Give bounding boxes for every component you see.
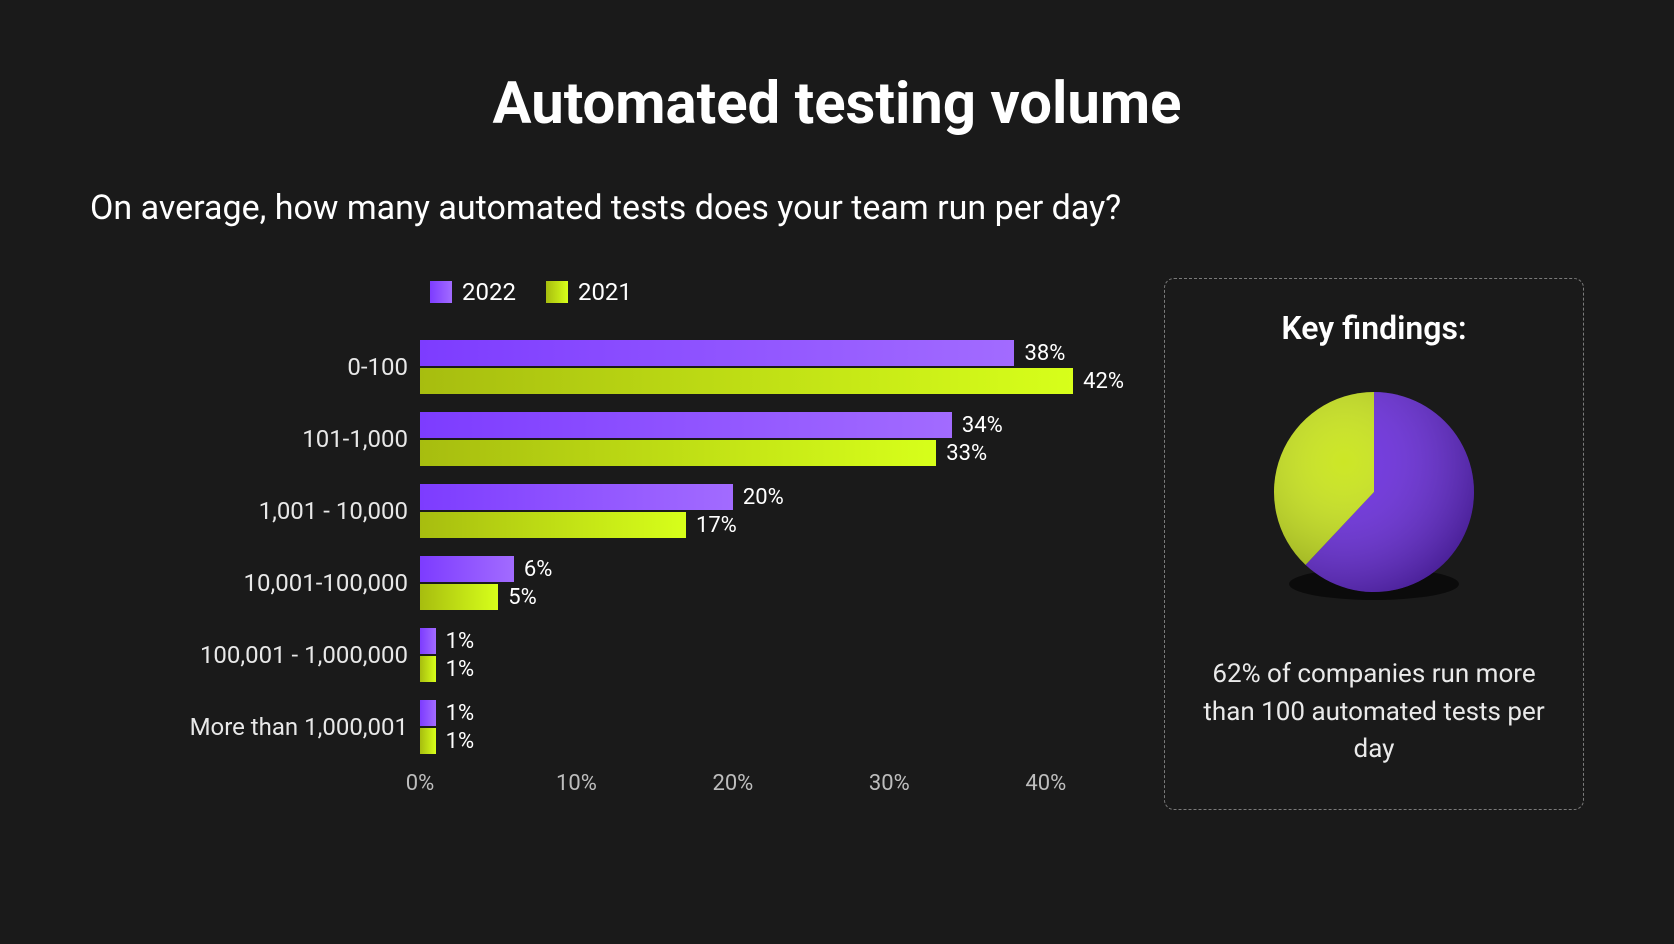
bar-group: 1,001 - 10,00020%17% (90, 475, 1124, 547)
bar-cell: 34%33% (420, 403, 1124, 475)
legend-swatch-2022 (430, 281, 452, 303)
chart-legend: 2022 2021 (430, 278, 1124, 306)
pie-chart (1269, 387, 1479, 611)
legend-label-2021: 2021 (578, 278, 632, 306)
bar-2022: 38% (420, 340, 1124, 366)
bar-cell: 38% 42% (420, 331, 1124, 403)
bar-2022: 34% (420, 412, 1124, 438)
bar-value-2021: 1% (446, 657, 474, 682)
bar-2022: 20% (420, 484, 1124, 510)
bar-value-2021: 42% (1083, 369, 1124, 394)
bar-value-2022: 1% (446, 701, 474, 726)
axis-tick: 30% (869, 771, 910, 796)
bar-value-2022: 34% (962, 413, 1003, 438)
bar-cell: 20%17% (420, 475, 1124, 547)
axis-tick: 40% (1025, 771, 1066, 796)
key-findings-text: 62% of companies run more than 100 autom… (1195, 656, 1553, 769)
legend-swatch-2021 (546, 281, 568, 303)
axis-tick: 0% (406, 771, 434, 796)
bar-value-2021: 17% (696, 513, 737, 538)
axis-tick: 20% (712, 771, 753, 796)
bar-group: 100,001 - 1,000,0001%1% (90, 619, 1124, 691)
bar-value-2022: 38% (1024, 341, 1065, 366)
bar-2021: 42% (420, 368, 1124, 394)
bar-group: 10,001-100,0006%5% (90, 547, 1124, 619)
bar-2021: 5% (420, 584, 1124, 610)
bar-cell: 6%5% (420, 547, 1124, 619)
bar-2021: 33% (420, 440, 1124, 466)
key-findings-title: Key findings: (1281, 309, 1466, 347)
legend-item-2022: 2022 (430, 278, 516, 306)
bar-cell: 1%1% (420, 691, 1124, 763)
bar-cell: 1%1% (420, 619, 1124, 691)
bar-group: 0-100 38% 42% (90, 331, 1124, 403)
category-label: 1,001 - 10,000 (90, 475, 420, 547)
bar-value-2022: 20% (743, 485, 784, 510)
bar-value-2021: 33% (946, 441, 987, 466)
bar-2021: 1% (420, 728, 1124, 754)
bar-group: 101-1,00034%33% (90, 403, 1124, 475)
x-axis: 0%10%20%30%40% (420, 771, 1124, 801)
bar-2022: 1% (420, 628, 1124, 654)
bar-2022: 1% (420, 700, 1124, 726)
bar-value-2021: 5% (508, 585, 536, 610)
bar-2022: 6% (420, 556, 1124, 582)
category-label: 101-1,000 (90, 403, 420, 475)
key-findings-box: Key findings: 62% of companies run more … (1164, 278, 1584, 810)
page-title: Automated testing volume (90, 70, 1584, 138)
bar-value-2022: 6% (524, 557, 552, 582)
category-label: 10,001-100,000 (90, 547, 420, 619)
bar-chart: 2022 2021 0-10038%42%101-1,00034%33%1,00… (90, 278, 1124, 810)
bar-2021: 17% (420, 512, 1124, 538)
bar-value-2022: 1% (446, 629, 474, 654)
legend-label-2022: 2022 (462, 278, 516, 306)
page-subtitle: On average, how many automated tests doe… (90, 188, 1584, 228)
category-label: 0-100 (90, 331, 420, 403)
axis-tick: 10% (556, 771, 597, 796)
category-label: More than 1,000,001 (90, 691, 420, 763)
bar-2021: 1% (420, 656, 1124, 682)
bar-value-2021: 1% (446, 729, 474, 754)
bar-group: More than 1,000,0011%1% (90, 691, 1124, 763)
category-label: 100,001 - 1,000,000 (90, 619, 420, 691)
legend-item-2021: 2021 (546, 278, 632, 306)
